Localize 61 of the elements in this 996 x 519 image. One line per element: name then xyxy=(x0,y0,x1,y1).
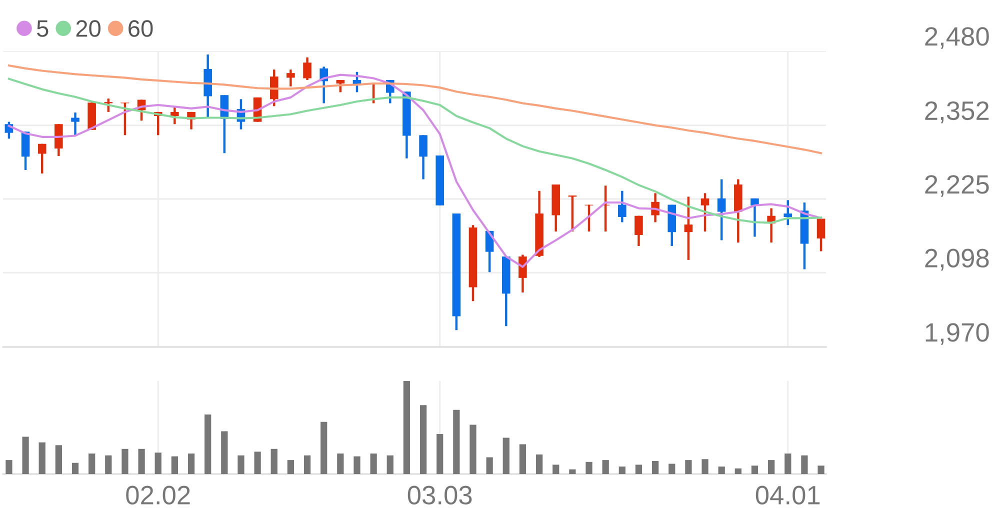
legend-label: 60 xyxy=(128,20,153,37)
bar xyxy=(702,459,708,474)
bar xyxy=(818,466,824,474)
bar xyxy=(287,460,294,474)
bar xyxy=(784,454,792,474)
x-tick-label: 02.02 xyxy=(126,486,190,504)
bar xyxy=(105,455,112,474)
bar xyxy=(55,445,62,474)
bar xyxy=(668,464,676,474)
bar xyxy=(453,410,460,474)
bar xyxy=(238,455,244,474)
x-tick-label: 03.03 xyxy=(408,486,472,504)
bar xyxy=(569,469,576,474)
bar xyxy=(801,455,808,474)
y-tick-label: 1,970 xyxy=(926,323,989,345)
y-tick-label: 2,098 xyxy=(925,248,989,271)
bar xyxy=(768,460,775,474)
bar xyxy=(337,454,344,474)
bar xyxy=(436,434,444,474)
bar xyxy=(154,452,162,474)
bar xyxy=(652,460,659,474)
bar xyxy=(72,462,79,474)
y-tick-label: 2,480 xyxy=(925,27,989,49)
x-tick-label: 04.01 xyxy=(756,486,820,504)
y-tick-label: 2,352 xyxy=(925,101,989,124)
bar xyxy=(221,431,228,474)
bar xyxy=(751,466,758,474)
bar xyxy=(734,468,742,474)
bar xyxy=(486,457,493,474)
bar xyxy=(304,455,311,474)
bar xyxy=(320,422,328,474)
bar xyxy=(586,462,592,474)
bar xyxy=(618,466,626,474)
bar xyxy=(470,424,476,474)
bar xyxy=(6,460,12,474)
bar xyxy=(88,454,96,474)
y-tick-label: 2,225 xyxy=(925,175,989,197)
bar xyxy=(354,456,360,474)
bar xyxy=(188,454,195,474)
bar xyxy=(254,452,261,474)
bar xyxy=(171,456,178,474)
bar xyxy=(370,454,377,474)
bar xyxy=(635,464,642,474)
bar xyxy=(138,448,145,474)
bar xyxy=(502,438,510,474)
legend-label: 5 xyxy=(37,20,48,37)
bar xyxy=(602,460,609,474)
bar xyxy=(22,436,29,474)
bar xyxy=(420,405,427,474)
bar xyxy=(403,381,410,474)
bar xyxy=(122,448,128,474)
bar xyxy=(204,414,212,474)
legend-label: 20 xyxy=(76,20,100,37)
bar xyxy=(718,466,725,474)
bar xyxy=(270,448,278,474)
bar xyxy=(386,455,394,474)
bar xyxy=(519,444,526,474)
bar xyxy=(552,464,560,474)
bar xyxy=(38,442,46,474)
bar xyxy=(685,460,692,474)
bar xyxy=(536,454,543,474)
